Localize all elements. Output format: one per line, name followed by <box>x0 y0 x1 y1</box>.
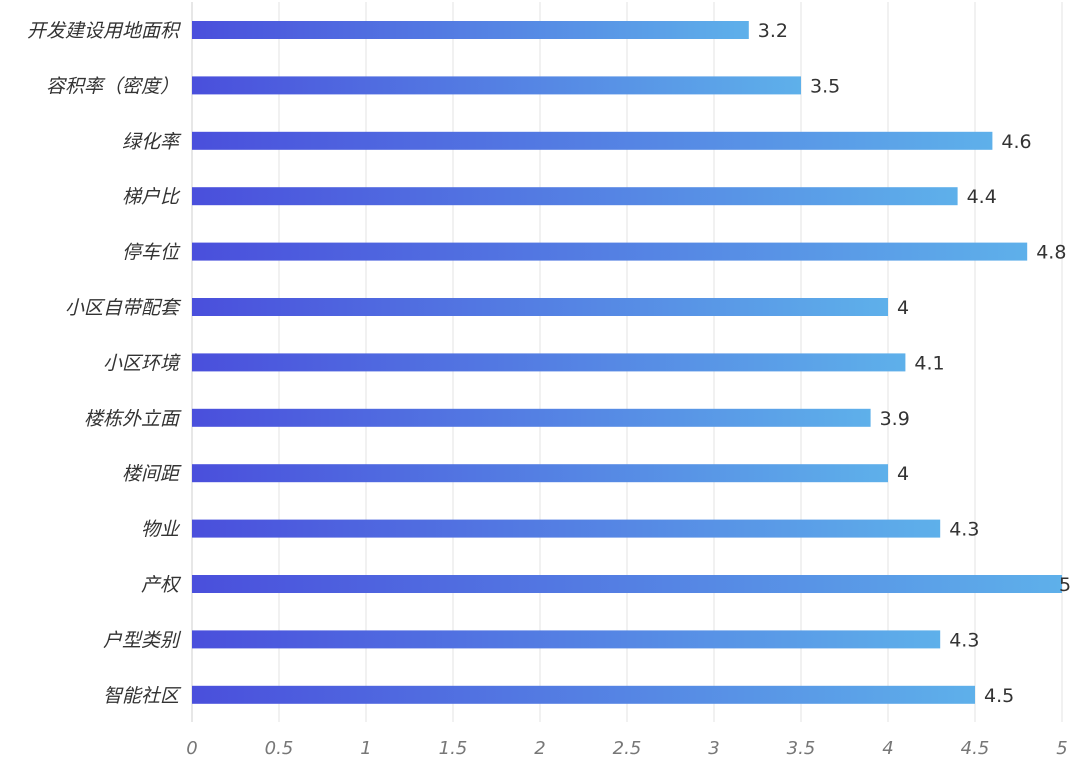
bar-7 <box>192 408 871 427</box>
bar-layer <box>192 21 1062 704</box>
category-label: 开发建设用地面积 <box>27 20 182 42</box>
bar-12 <box>192 685 975 704</box>
bar-0 <box>192 21 749 39</box>
x-tick-label: 0.5 <box>265 738 294 759</box>
value-label: 4.6 <box>1001 131 1031 153</box>
x-tick-label: 3.5 <box>787 738 816 759</box>
x-tick-label: 2 <box>534 738 545 759</box>
bar-3 <box>192 187 958 206</box>
label-layer: 开发建设用地面积 3.2 容积率（密度） 3.5 绿化率 4.6 梯户比 4.4 停车位 4.8 小… <box>27 20 1071 707</box>
bar-6 <box>192 353 906 372</box>
value-label: 4.5 <box>984 685 1014 707</box>
category-label: 绿化率 <box>122 131 182 153</box>
value-label: 4.3 <box>949 629 979 651</box>
value-label: 5 <box>1059 574 1071 596</box>
value-label: 4.8 <box>1036 242 1066 264</box>
category-label: 梯户比 <box>122 186 181 208</box>
value-label: 3.2 <box>758 20 788 42</box>
bar-1 <box>192 76 801 95</box>
value-label: 4.1 <box>914 352 944 374</box>
category-label: 楼间距 <box>122 463 182 485</box>
x-tick-label: 4 <box>882 738 893 759</box>
category-label: 容积率（密度） <box>46 75 179 97</box>
category-label: 小区自带配套 <box>65 297 182 319</box>
bar-4 <box>192 242 1028 261</box>
bar-9 <box>192 519 941 538</box>
category-label: 楼栋外立面 <box>84 408 182 430</box>
value-label: 4 <box>897 297 909 319</box>
x-tick-label: 0 <box>186 738 197 759</box>
value-label: 4.4 <box>967 186 997 208</box>
x-tick-label: 1.5 <box>439 738 468 759</box>
bar-2 <box>192 131 993 150</box>
category-label: 智能社区 <box>103 685 182 707</box>
x-tick-label: 1 <box>360 738 371 759</box>
category-label: 小区环境 <box>103 352 181 374</box>
x-tick-label: 5 <box>1056 738 1067 759</box>
category-label: 户型类别 <box>103 629 182 651</box>
bar-5 <box>192 298 888 316</box>
x-tick-label: 4.5 <box>961 738 990 759</box>
value-label: 3.5 <box>810 75 840 97</box>
value-label: 4 <box>897 463 909 485</box>
x-tick-label: 2.5 <box>613 738 642 759</box>
category-label: 产权 <box>141 574 182 596</box>
x-axis-ticks: 0 0.5 1 1.5 2 2.5 3 3.5 4 4.5 5 <box>186 738 1067 759</box>
value-label: 3.9 <box>880 408 910 430</box>
x-tick-label: 3 <box>708 738 719 759</box>
category-label: 停车位 <box>122 242 181 264</box>
category-label: 物业 <box>141 519 181 541</box>
bar-8 <box>192 464 888 483</box>
bar-10 <box>192 575 1062 593</box>
bar-11 <box>192 630 941 649</box>
value-label: 4.3 <box>949 519 979 541</box>
